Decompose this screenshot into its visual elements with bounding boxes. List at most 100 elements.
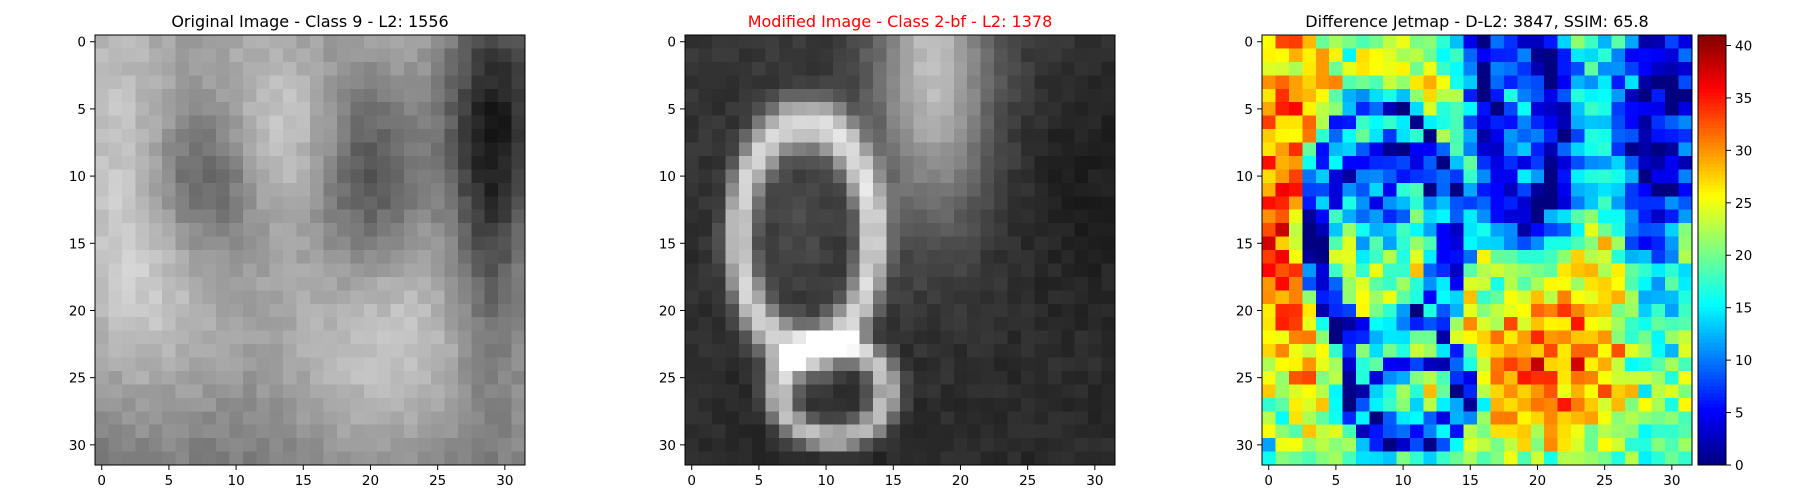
heatmap-cell bbox=[725, 384, 740, 399]
heatmap-cell bbox=[202, 317, 217, 332]
heatmap-cell bbox=[1463, 61, 1478, 76]
heatmap-cell bbox=[363, 263, 378, 278]
colorbar-segment bbox=[1698, 447, 1726, 452]
heatmap-cell bbox=[1517, 115, 1532, 130]
heatmap-cell bbox=[363, 303, 378, 318]
heatmap-cell bbox=[1423, 438, 1438, 453]
heatmap-cell bbox=[189, 344, 203, 358]
heatmap-cell bbox=[900, 209, 914, 224]
heatmap-cell bbox=[202, 142, 217, 157]
heatmap-cell bbox=[940, 397, 955, 412]
heatmap-cell bbox=[148, 182, 163, 197]
heatmap-cell bbox=[1382, 451, 1397, 466]
heatmap-cell bbox=[1074, 182, 1089, 197]
heatmap-cell bbox=[484, 330, 499, 345]
heatmap-cell bbox=[1329, 250, 1344, 264]
heatmap-cell bbox=[1020, 102, 1035, 117]
heatmap-cell bbox=[484, 88, 499, 103]
heatmap-cell bbox=[1557, 196, 1572, 211]
heatmap-cell bbox=[1651, 155, 1666, 170]
heatmap-cell bbox=[336, 290, 351, 305]
heatmap-cell bbox=[148, 290, 163, 305]
heatmap-cell bbox=[698, 451, 713, 466]
heatmap-cell bbox=[283, 290, 298, 305]
heatmap-cell bbox=[1530, 102, 1545, 117]
heatmap-cell bbox=[242, 411, 257, 426]
heatmap-cell bbox=[336, 357, 351, 372]
heatmap-cell bbox=[1382, 438, 1397, 453]
heatmap-cell bbox=[1262, 290, 1276, 305]
heatmap-cell bbox=[336, 209, 351, 224]
heatmap-cell bbox=[1047, 223, 1062, 238]
heatmap-cell bbox=[953, 88, 968, 103]
heatmap-cell bbox=[363, 142, 378, 157]
heatmap-cell bbox=[1490, 209, 1505, 224]
heatmap-cell bbox=[926, 411, 941, 426]
heatmap-cell bbox=[1571, 236, 1585, 251]
heatmap-cell bbox=[1275, 115, 1290, 130]
heatmap-cell bbox=[685, 263, 699, 278]
heatmap-cell bbox=[202, 88, 217, 103]
heatmap-cell bbox=[953, 370, 968, 385]
heatmap-cell bbox=[913, 75, 928, 90]
heatmap-cell bbox=[832, 384, 847, 399]
heatmap-cell bbox=[444, 276, 459, 291]
heatmap-cell bbox=[390, 115, 405, 130]
heatmap-cell bbox=[725, 290, 740, 305]
heatmap-cell bbox=[819, 303, 834, 318]
heatmap-cell bbox=[1369, 169, 1384, 184]
heatmap-cell bbox=[1275, 424, 1290, 439]
heatmap-cell bbox=[1651, 250, 1666, 264]
heatmap-cell bbox=[1356, 115, 1370, 130]
heatmap-cell bbox=[926, 357, 941, 372]
heatmap-cell bbox=[457, 129, 472, 143]
heatmap-cell bbox=[913, 182, 928, 197]
heatmap-cell bbox=[1047, 411, 1062, 426]
heatmap-cell bbox=[752, 384, 767, 399]
heatmap-cell bbox=[95, 357, 109, 372]
heatmap-cell bbox=[1061, 236, 1076, 251]
heatmap-cell bbox=[202, 276, 217, 291]
heatmap-cell bbox=[310, 303, 324, 318]
heatmap-cell bbox=[283, 88, 298, 103]
heatmap-cell bbox=[1597, 250, 1612, 264]
heatmap-cell bbox=[1490, 290, 1505, 305]
heatmap-cell bbox=[1490, 250, 1505, 264]
heatmap-cell bbox=[229, 370, 244, 385]
heatmap-cell bbox=[1329, 411, 1344, 426]
heatmap-cell bbox=[832, 223, 847, 238]
heatmap-cell bbox=[215, 330, 230, 345]
heatmap-cell bbox=[1436, 75, 1451, 90]
colorbar-tick-label: 15 bbox=[1735, 301, 1752, 317]
heatmap-cell bbox=[953, 438, 968, 453]
heatmap-cell bbox=[498, 357, 513, 372]
heatmap-cell bbox=[1530, 438, 1545, 453]
heatmap-cell bbox=[256, 182, 271, 197]
heatmap-cell bbox=[1436, 142, 1451, 157]
heatmap-cell bbox=[1409, 35, 1424, 49]
heatmap-cell bbox=[95, 317, 109, 332]
heatmap-cell bbox=[940, 303, 955, 318]
colorbar-segment bbox=[1698, 296, 1726, 301]
heatmap-cell bbox=[752, 317, 767, 332]
heatmap-cell bbox=[1262, 61, 1276, 76]
heatmap-cell bbox=[310, 88, 324, 103]
heatmap-cell bbox=[940, 75, 955, 90]
heatmap-cell bbox=[1490, 438, 1505, 453]
heatmap-cell bbox=[1450, 250, 1465, 264]
heatmap-cell bbox=[725, 129, 740, 143]
heatmap-cell bbox=[269, 236, 284, 251]
colorbar-segment bbox=[1698, 146, 1726, 151]
heatmap-cell bbox=[1007, 344, 1022, 358]
heatmap-cell bbox=[994, 424, 1008, 439]
heatmap-cell bbox=[1007, 290, 1022, 305]
heatmap-cell bbox=[511, 236, 526, 251]
heatmap-cell bbox=[738, 344, 753, 358]
heatmap-cell bbox=[1356, 303, 1370, 318]
heatmap-cell bbox=[1665, 357, 1680, 372]
heatmap-cell bbox=[430, 263, 445, 278]
heatmap-cell bbox=[202, 344, 217, 358]
heatmap-cell bbox=[390, 142, 405, 157]
heatmap-cell bbox=[108, 438, 123, 453]
heatmap-cell bbox=[95, 236, 109, 251]
